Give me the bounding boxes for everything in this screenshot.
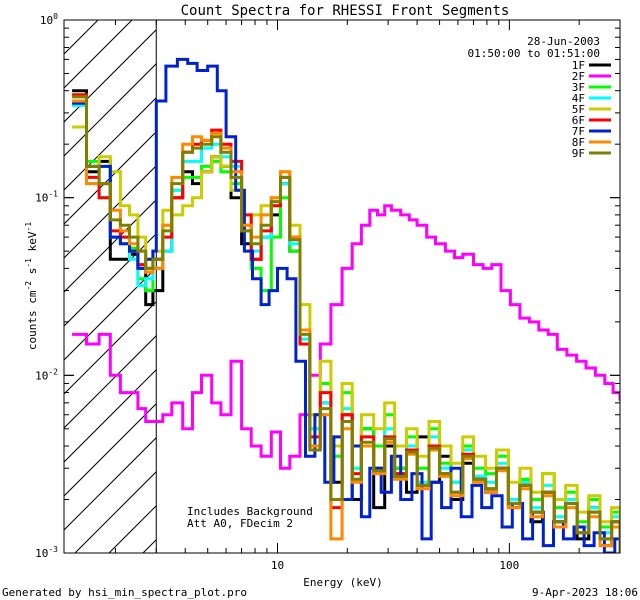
annotation-attenuator: Att A0, FDecim 2 [187,517,293,530]
plot-frame [63,19,621,554]
legend-date: 28-Jun-2003 [527,35,600,48]
y-tick-label: 100 [40,12,58,27]
annotation-background: Includes Background [187,505,313,518]
legend-label-6F: 6F [572,114,585,127]
chart-title: Count Spectra for RHESSI Front Segments [181,3,510,19]
series-group [72,57,620,553]
series-2F [72,204,620,470]
legend-label-7F: 7F [572,125,585,138]
legend-label-3F: 3F [572,81,585,94]
x-tick-labels: 10 100 [271,559,519,572]
legend-label-2F: 2F [572,70,585,83]
legend-label-5F: 5F [572,103,585,116]
legend-time-range: 01:50:00 to 01:51:00 [468,47,600,60]
footer-timestamp: 9-Apr-2023 18:06 [532,586,638,599]
axis-ticks [64,19,621,554]
legend-label-4F: 4F [572,92,585,105]
series-9F [72,95,620,553]
legend-label-1F: 1F [572,59,585,72]
x-tick-label: 100 [499,559,519,572]
x-tick-label: 10 [271,559,284,572]
legend-label-8F: 8F [572,136,585,149]
legend-label-9F: 9F [572,147,585,160]
y-tick-label: 10-3 [35,545,58,560]
y-tick-label: 10-1 [35,190,58,205]
y-axis-label: counts cm-2 s-1 keV-1 [24,222,39,350]
x-axis-label: Energy (keV) [303,576,382,589]
y-tick-label: 10-2 [35,367,58,382]
y-tick-labels: 100 10-1 10-2 10-3 [35,12,58,560]
footer-generated-by: Generated by hsi_min_spectra_plot.pro [2,586,247,599]
series-8F [72,99,620,548]
